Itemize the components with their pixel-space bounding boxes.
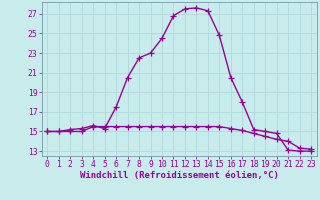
X-axis label: Windchill (Refroidissement éolien,°C): Windchill (Refroidissement éolien,°C) <box>80 171 279 180</box>
